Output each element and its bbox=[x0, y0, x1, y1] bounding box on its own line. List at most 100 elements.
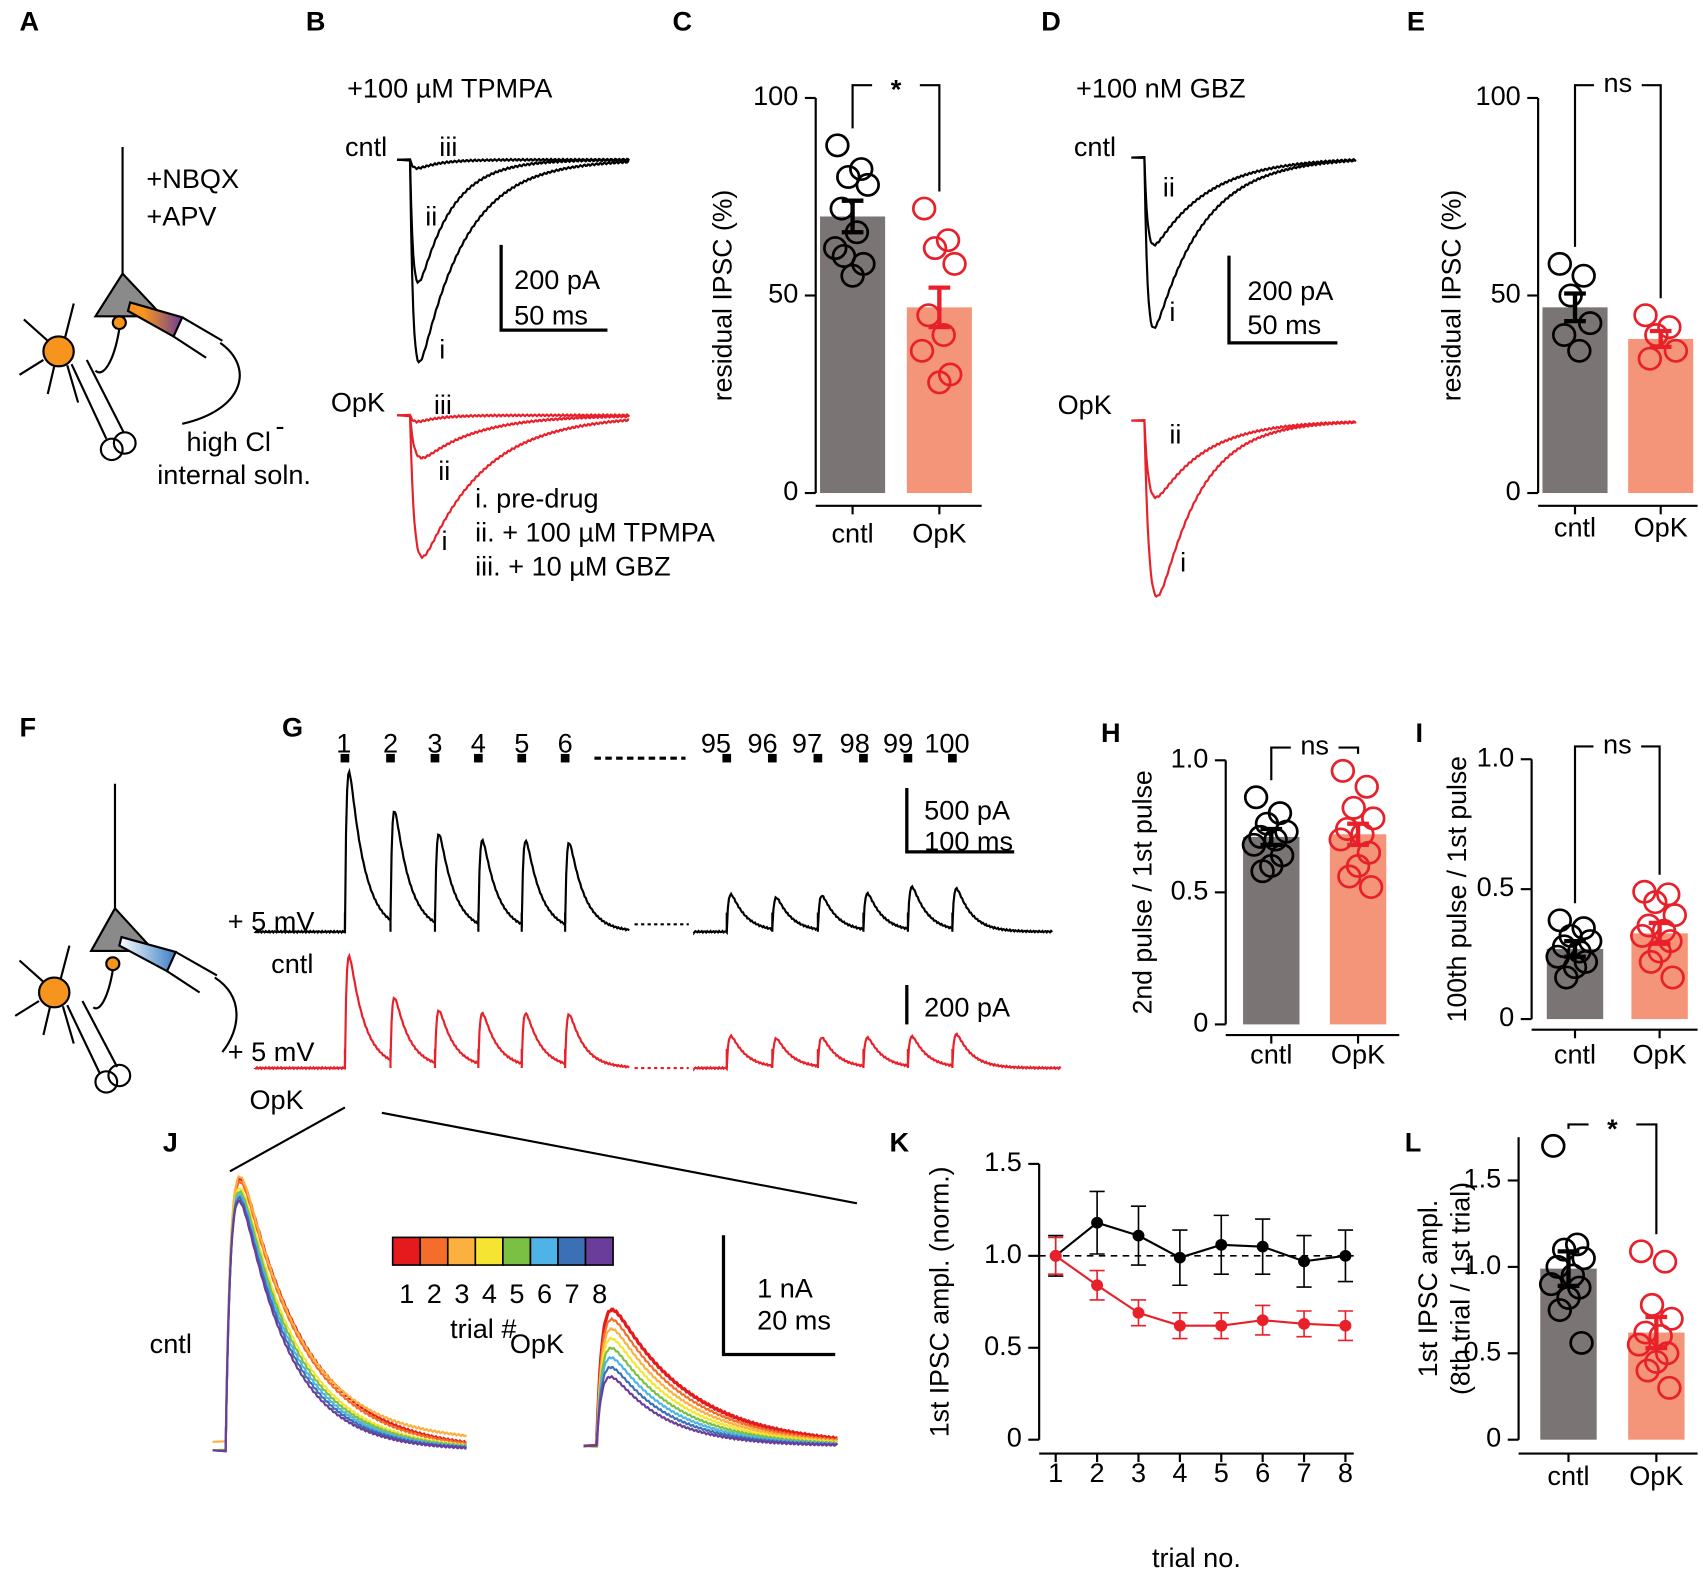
annotation: i bbox=[439, 335, 445, 365]
data-point bbox=[1663, 338, 1689, 363]
bar bbox=[1628, 338, 1694, 494]
trace bbox=[212, 1192, 468, 1452]
data-point bbox=[1657, 1375, 1682, 1400]
annotation: ii bbox=[438, 456, 450, 486]
annotation: OpK bbox=[1058, 390, 1112, 420]
annotation: 500 pA bbox=[924, 796, 1010, 826]
trace bbox=[1131, 419, 1357, 599]
data-point bbox=[1547, 908, 1573, 933]
trace bbox=[583, 1307, 838, 1448]
annotation: 200 pA bbox=[514, 265, 600, 295]
colorbar-cell bbox=[584, 1236, 614, 1266]
x-tick-label: OpK bbox=[1634, 512, 1688, 542]
annotation: 97 bbox=[792, 729, 822, 759]
trace bbox=[1131, 156, 1357, 330]
data-point bbox=[840, 263, 865, 288]
trace bbox=[396, 412, 630, 424]
annotation: ii bbox=[1163, 173, 1175, 203]
colorbar-cell bbox=[446, 1236, 477, 1266]
data-point bbox=[927, 370, 952, 395]
annotation: 2 bbox=[383, 729, 398, 759]
data-point bbox=[1656, 882, 1681, 907]
data-point bbox=[1571, 916, 1596, 941]
annotation: cntl bbox=[271, 949, 313, 979]
annotation: ii. + 100 µM TPMPA bbox=[475, 518, 715, 548]
y-axis-label: 1st IPSC ampl. (norm.) bbox=[924, 1166, 954, 1437]
stim-marker bbox=[767, 753, 777, 763]
panel-label: C bbox=[673, 7, 693, 37]
y-tick-label: 50 bbox=[768, 279, 798, 309]
bar bbox=[906, 307, 972, 494]
data-point bbox=[1571, 1246, 1596, 1271]
panel-label: K bbox=[889, 1128, 909, 1158]
error-bar bbox=[1564, 938, 1586, 959]
x-tick-label: 4 bbox=[1172, 1458, 1187, 1488]
data-point bbox=[1091, 1216, 1104, 1229]
significance-label: * bbox=[1607, 1114, 1618, 1144]
annotation: 95 bbox=[701, 729, 731, 759]
significance-label: ns bbox=[1603, 730, 1632, 760]
chart: 0 0.5 1.0 1.5 1st IPSC ampl. (norm.) 1 2 3 4 5 6 7 8… bbox=[924, 1147, 1354, 1573]
y-axis-label: (8th trial / 1st trial) bbox=[1445, 1182, 1475, 1395]
panel-label: L bbox=[1405, 1128, 1422, 1158]
data-point bbox=[1626, 1332, 1652, 1357]
annotation: i bbox=[1180, 548, 1186, 578]
significance-label: ns bbox=[1300, 731, 1329, 761]
y-tick-label: 0.5 bbox=[984, 1331, 1022, 1361]
data-point bbox=[1569, 1330, 1594, 1355]
annotation: iii. + 10 µM GBZ bbox=[475, 552, 671, 582]
annotation: 7 bbox=[565, 1279, 580, 1309]
data-point bbox=[825, 133, 850, 158]
trace bbox=[1131, 155, 1356, 247]
error-bar bbox=[1648, 920, 1671, 946]
data-point bbox=[1564, 1232, 1590, 1257]
panel-label: I bbox=[1416, 718, 1424, 748]
error-bar bbox=[928, 285, 951, 330]
y-axis-label: residual IPSC (%) bbox=[708, 190, 738, 401]
data-point bbox=[1330, 758, 1356, 783]
data-point bbox=[1644, 1349, 1669, 1374]
y-tick-label: 0.5 bbox=[1464, 1337, 1502, 1367]
data-point bbox=[1298, 1255, 1311, 1268]
x-tick-label: 7 bbox=[1297, 1458, 1312, 1488]
annotation: high Cl bbox=[187, 427, 271, 457]
data-point bbox=[1132, 1229, 1145, 1242]
trace bbox=[212, 1180, 468, 1452]
data-point bbox=[909, 338, 935, 363]
x-tick-label: cntl bbox=[1547, 1461, 1589, 1491]
annotation: 6 bbox=[537, 1279, 552, 1309]
x-tick-label: OpK bbox=[1632, 1040, 1686, 1070]
data-point bbox=[1554, 965, 1579, 990]
data-point bbox=[931, 323, 956, 347]
x-tick-label: OpK bbox=[1331, 1040, 1385, 1070]
data-point bbox=[1354, 774, 1379, 799]
y-axis-label: 2nd pulse / 1st pulse bbox=[1127, 770, 1157, 1014]
stim-marker bbox=[430, 753, 440, 763]
significance-bracket bbox=[1573, 84, 1662, 299]
data-point bbox=[911, 196, 937, 221]
scale-bars bbox=[229, 244, 1338, 1357]
chart: 0 0.5 1.0 1.5 1st IPSC ampl. (8th trial / 1st… bbox=[1413, 1114, 1698, 1491]
annotation: OpK bbox=[331, 388, 385, 418]
annotation: +100 nM GBZ bbox=[1076, 74, 1245, 104]
data-point bbox=[1643, 890, 1668, 915]
y-tick-label: 0 bbox=[1506, 476, 1521, 506]
data-point bbox=[831, 244, 857, 268]
x-tick-label: cntl bbox=[831, 519, 873, 549]
data-point bbox=[1657, 315, 1682, 340]
trace bbox=[212, 1175, 468, 1443]
data-point bbox=[1328, 827, 1353, 852]
annotation: 50 ms bbox=[514, 301, 588, 331]
annotation: ii bbox=[425, 202, 437, 232]
stim-marker bbox=[386, 753, 395, 763]
annotation: 1 nA bbox=[757, 1274, 813, 1304]
trace bbox=[212, 1190, 468, 1452]
data-point bbox=[1639, 1292, 1665, 1317]
data-point bbox=[1652, 1249, 1678, 1274]
data-point bbox=[1567, 338, 1592, 363]
stim-marker bbox=[722, 753, 732, 763]
annotation: 96 bbox=[747, 729, 777, 759]
annotation: 6 bbox=[558, 729, 573, 759]
annotation: +100 µM TPMPA bbox=[347, 74, 552, 104]
